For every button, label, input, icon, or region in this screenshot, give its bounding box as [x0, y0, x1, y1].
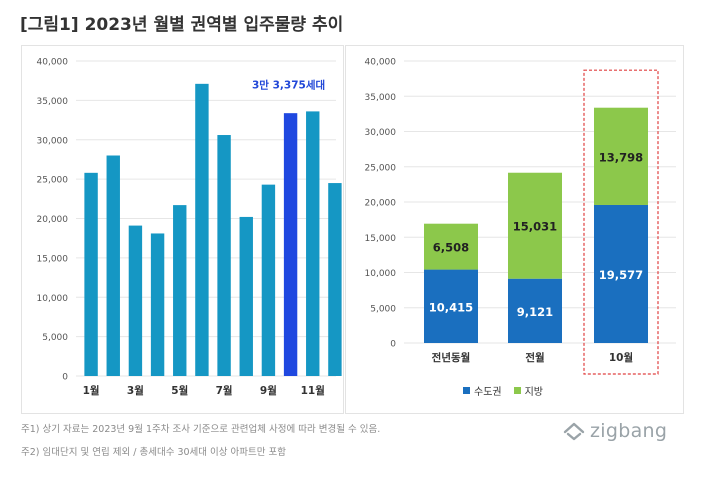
x-tick-label: 1월: [83, 384, 100, 397]
segment-capital: [508, 278, 562, 343]
zigbang-logo-icon: [563, 422, 585, 441]
bar: [239, 216, 253, 376]
bar: [195, 83, 209, 377]
monthly-bar-chart: 0 5,000 10,000 15,000 20,000 25,000 30,000 35,0…: [37, 58, 342, 397]
y-tick-label: 20,000: [365, 199, 397, 209]
y-tick-label: 35,000: [365, 93, 397, 103]
segment-label-regional: 13,798: [599, 150, 643, 164]
y-tick-label: 5,000: [42, 333, 68, 343]
bar-highlight: [283, 113, 298, 376]
segment-regional: [508, 172, 562, 279]
bar: [173, 205, 187, 376]
monthly-chart-panel: 0 5,000 10,000 15,000 20,000 25,000 30,000 35,0…: [21, 45, 344, 414]
bar: [217, 135, 231, 376]
segment-regional: [424, 223, 478, 270]
x-tick-label: 5월: [171, 384, 188, 397]
segment-label-regional: 15,031: [513, 220, 557, 234]
y-tick-label: 30,000: [37, 136, 69, 146]
segment-label-capital: 9,121: [517, 305, 553, 319]
segment-regional: [594, 107, 648, 205]
bar: [261, 184, 276, 376]
bar: [128, 225, 143, 376]
regional-stacked-chart: 0 5,000 10,000 15,000 20,000 25,000 30,000 35,0…: [365, 58, 676, 375]
segment-capital: [594, 204, 648, 343]
y-tick-label: 5,000: [370, 304, 396, 314]
y-tick-label: 10,000: [37, 294, 69, 304]
y-tick-label: 10,000: [365, 269, 397, 279]
footnote-2: 주2) 임대단지 및 연립 제외 / 총세대수 30세대 이상 아파트만 포함: [21, 447, 286, 458]
x-tick-label: 전월: [525, 351, 544, 364]
x-tick-label: 3월: [127, 384, 144, 397]
x-tick-label: 9월: [260, 384, 277, 397]
segment-label-capital: 19,577: [599, 268, 643, 282]
y-tick-label: 0: [390, 340, 396, 350]
y-tick-label: 20,000: [37, 215, 69, 225]
y-tick-label: 0: [62, 373, 68, 383]
footnote-1: 주1) 상기 자료는 2023년 9월 1주차 조사 기준으로 관련업체 사정에…: [21, 424, 381, 435]
bar: [84, 172, 98, 376]
chart-legend: 수도권 지방: [463, 383, 555, 398]
zigbang-logo-text: zigbang: [590, 420, 668, 442]
y-tick-label: 35,000: [37, 97, 69, 107]
bar: [328, 183, 342, 376]
x-tick-label: 7월: [216, 384, 233, 397]
y-tick-label: 40,000: [37, 58, 69, 68]
y-tick-label: 15,000: [365, 234, 397, 244]
segment-label-regional: 6,508: [433, 241, 469, 255]
legend-label-capital: 수도권: [474, 387, 502, 398]
y-tick-label: 15,000: [37, 254, 69, 264]
legend-item-capital: 수도권: [463, 383, 502, 398]
zigbang-logo: zigbang: [562, 420, 667, 442]
bar-annotation: 3만 3,375세대: [252, 79, 325, 92]
bar: [106, 155, 120, 376]
x-tick-label: 10월: [609, 351, 633, 364]
legend-swatch-capital: [463, 387, 470, 394]
y-tick-label: 30,000: [365, 128, 397, 138]
chart-title: [그림1] 2023년 월별 권역별 입주물량 추이: [20, 15, 344, 35]
legend-item-regional: 지방: [513, 383, 544, 398]
legend-label-regional: 지방: [524, 387, 544, 398]
y-tick-label: 25,000: [365, 163, 397, 173]
regional-chart-panel: 0 5,000 10,000 15,000 20,000 25,000 30,000 35,0…: [345, 45, 684, 414]
y-tick-label: 40,000: [365, 58, 397, 68]
legend-swatch-regional: [513, 387, 521, 394]
bar: [150, 233, 165, 376]
x-tick-label: 11월: [301, 384, 325, 397]
segment-capital: [424, 269, 478, 343]
highlight-box: [583, 69, 659, 375]
bar: [306, 111, 320, 377]
x-tick-label: 전년동월: [432, 351, 471, 364]
segment-label-capital: 10,415: [429, 300, 473, 314]
y-tick-label: 25,000: [37, 176, 69, 186]
